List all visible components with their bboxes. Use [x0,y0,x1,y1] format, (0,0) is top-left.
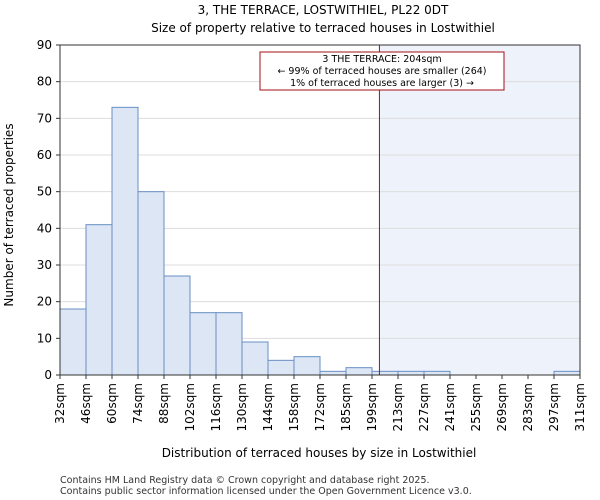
histogram-bar [553,370,581,376]
x-tick-label: 60sqm [105,383,119,424]
x-tick-label: 116sqm [209,383,223,431]
y-axis-ticks: 0 10 20 30 40 50 60 70 80 90 [37,38,60,382]
histogram-bar [163,275,191,376]
x-tick-label: 88sqm [157,383,171,424]
histogram-bar [319,370,347,376]
footer-line-2: Contains public sector information licen… [60,486,472,497]
y-tick-label: 90 [37,38,52,52]
x-tick-label: 311sqm [573,383,587,431]
x-tick-label: 158sqm [287,383,301,431]
x-tick-label: 255sqm [469,383,483,431]
x-tick-label: 130sqm [235,383,249,431]
histogram-bar [85,224,113,376]
chart-subtitle: Size of property relative to terraced ho… [151,21,495,35]
x-tick-label: 297sqm [547,383,561,431]
histogram-bar [241,341,269,376]
x-tick-label: 46sqm [79,383,93,424]
highlight-shade [379,45,580,375]
footer-line-1: Contains HM Land Registry data © Crown c… [60,475,430,486]
x-tick-label: 227sqm [417,383,431,431]
x-tick-label: 269sqm [495,383,509,431]
y-tick-label: 50 [37,185,52,199]
histogram-bar [293,356,321,376]
y-tick-label: 70 [37,111,52,125]
histogram-bar [215,312,243,376]
x-tick-label: 283sqm [521,383,535,431]
y-tick-label: 0 [44,368,52,382]
y-axis-label: Number of terraced properties [2,123,16,306]
y-tick-label: 80 [37,75,52,89]
x-tick-label: 241sqm [443,383,457,431]
annotation-line-1: 3 THE TERRACE: 204sqm [322,54,441,65]
histogram-bar [111,106,139,376]
histogram-bar [189,312,217,376]
histogram-bar [59,308,87,376]
x-tick-label: 32sqm [53,383,67,424]
annotation-line-2: ← 99% of terraced houses are smaller (26… [277,66,486,77]
x-tick-label: 213sqm [391,383,405,431]
x-tick-label: 74sqm [131,383,145,424]
x-tick-label: 199sqm [365,383,379,431]
x-tick-label: 172sqm [313,383,327,431]
histogram-bar [345,367,373,376]
y-tick-label: 60 [37,148,52,162]
y-tick-label: 40 [37,221,52,235]
annotation-box: 3 THE TERRACE: 204sqm ← 99% of terraced … [259,51,505,91]
histogram-bar [397,370,425,376]
x-axis-label: Distribution of terraced houses by size … [162,446,477,460]
y-tick-label: 30 [37,258,52,272]
chart-title: 3, THE TERRACE, LOSTWITHIEL, PL22 0DT [198,3,449,17]
histogram-bar [267,359,295,376]
histogram-bar [371,370,399,376]
x-tick-label: 185sqm [339,383,353,431]
histogram-bar [137,191,165,376]
x-axis-ticks: 32sqm 46sqm 60sqm 74sqm 88sqm 102sqm 116sqm 130… [53,375,587,431]
annotation-frame [259,51,505,91]
x-tick-label: 144sqm [261,383,275,431]
x-tick-label: 102sqm [183,383,197,431]
annotation-line-3: 1% of terraced houses are larger (3) → [290,78,474,89]
y-tick-label: 20 [37,295,52,309]
histogram-bar [423,370,451,376]
y-tick-label: 10 [37,331,52,345]
